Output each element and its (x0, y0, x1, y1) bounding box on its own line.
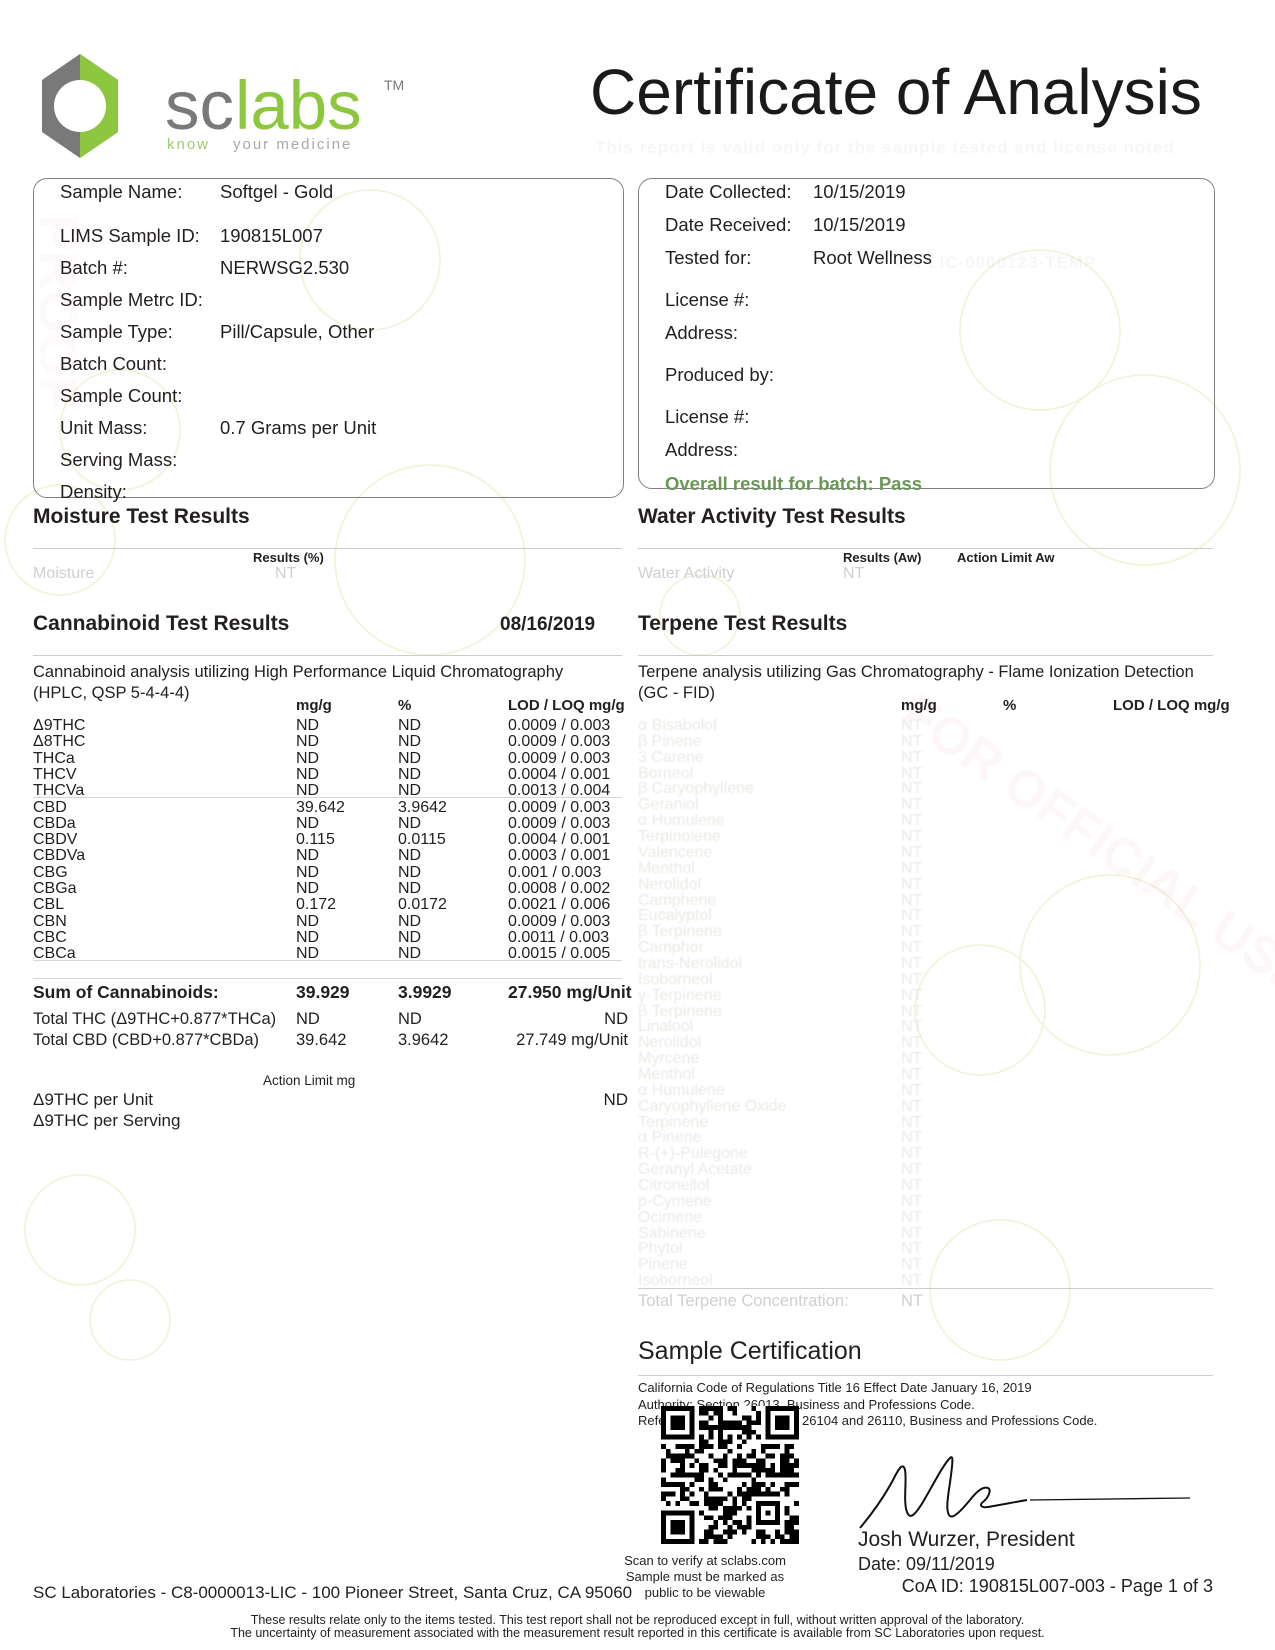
svg-text:know: know (167, 136, 210, 153)
svg-text:your medicine: your medicine (233, 136, 352, 153)
svg-text:sc: sc (165, 67, 234, 144)
svg-text:labs: labs (235, 67, 362, 144)
svg-text:TM: TM (384, 77, 404, 93)
